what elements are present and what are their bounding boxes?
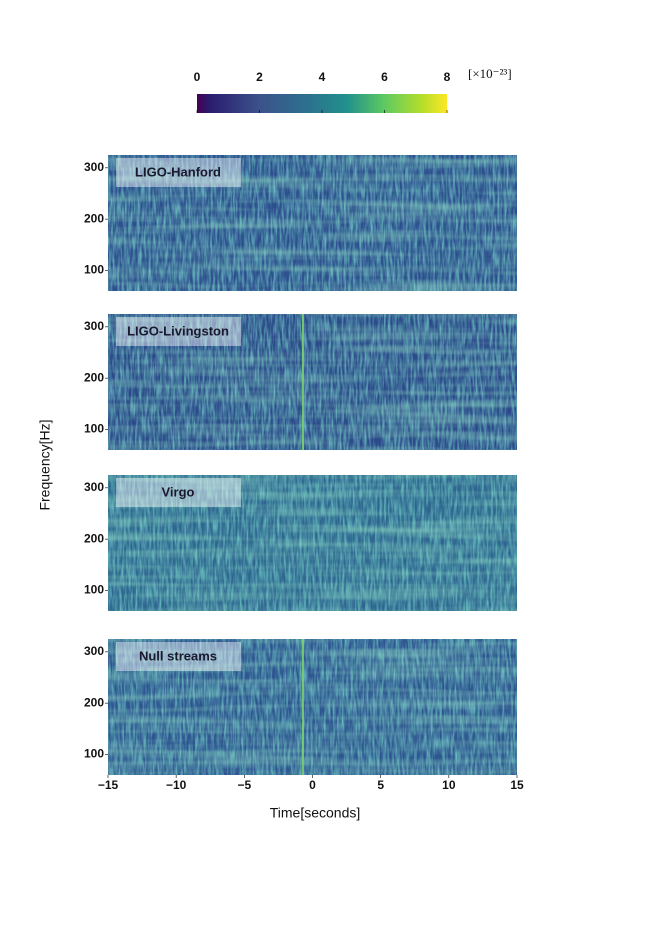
y-tick-label: 300	[84, 644, 104, 658]
y-tick-label: 100	[84, 747, 104, 761]
panel-label: LIGO-Hanford	[135, 164, 221, 179]
x-tick-label: −15	[98, 778, 119, 792]
y-tick-label: 200	[84, 370, 104, 384]
spectrogram-bands	[108, 475, 517, 611]
spectrogram-bands	[108, 155, 517, 291]
y-tick-label: 300	[84, 160, 104, 174]
spectrogram-panel: LIGO-Livingston 100 200 300	[84, 314, 517, 450]
x-tick-label: 0	[309, 778, 316, 792]
colorbar	[197, 94, 447, 113]
spectrogram-panel: Virgo 100 200 300	[84, 475, 517, 611]
y-tick-label: 300	[84, 319, 104, 333]
y-axis-title: Frequency[Hz]	[37, 419, 53, 510]
y-tick-label: 100	[84, 263, 104, 277]
x-axis-title: Time[seconds]	[270, 805, 361, 821]
y-tick-label: 100	[84, 422, 104, 436]
panel-label: LIGO-Livingston	[127, 323, 229, 338]
colorbar-tick-label: 2	[256, 70, 263, 84]
colorbar-tick-label: 8	[444, 70, 451, 84]
y-tick-label: 200	[84, 695, 104, 709]
panel-label: Virgo	[162, 484, 195, 499]
x-tick-label: −10	[166, 778, 187, 792]
colorbar-label: [×10⁻²³]	[468, 66, 512, 81]
spectrogram-panel: Null streams 100 200 300	[84, 639, 517, 775]
panel-label-box	[116, 642, 241, 671]
spectrogram-bands	[108, 314, 517, 450]
colorbar-tick-label: 6	[381, 70, 388, 84]
y-tick-label: 200	[84, 531, 104, 545]
panel-label-box	[116, 478, 241, 507]
spectrogram-panel: LIGO-Hanford 100 200 300	[84, 155, 517, 291]
y-tick-label: 300	[84, 480, 104, 494]
panel-label: Null streams	[139, 648, 217, 663]
colorbar-tick-label: 0	[194, 70, 201, 84]
spectrogram-bands	[108, 639, 517, 775]
panel-label-box	[116, 158, 241, 187]
panel-label-box	[116, 317, 241, 346]
x-tick-label: 5	[377, 778, 384, 792]
y-tick-label: 100	[84, 583, 104, 597]
x-tick-label: 15	[510, 778, 524, 792]
y-tick-label: 200	[84, 211, 104, 225]
x-tick-label: 10	[442, 778, 456, 792]
colorbar-tick-label: 4	[319, 70, 326, 84]
x-tick-label: −5	[237, 778, 251, 792]
